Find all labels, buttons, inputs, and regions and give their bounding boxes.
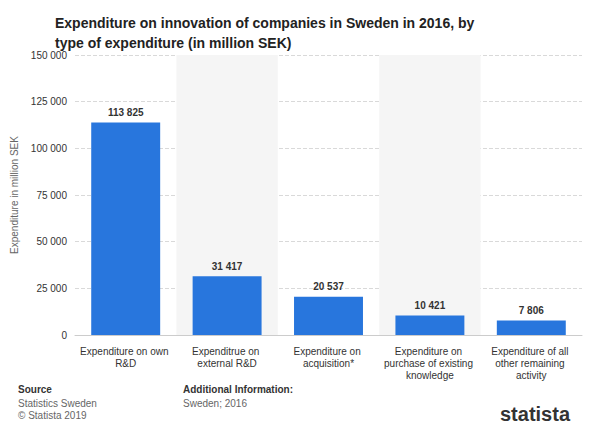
svg-text:© Statista 2019: © Statista 2019: [18, 410, 87, 421]
svg-text:150 000: 150 000: [31, 50, 68, 61]
svg-text:external R&D: external R&D: [197, 358, 256, 369]
svg-text:activity: activity: [516, 370, 547, 381]
svg-text:Sweden; 2016: Sweden; 2016: [183, 398, 247, 409]
svg-text:25 000: 25 000: [36, 283, 67, 294]
svg-text:Expenditure of all: Expenditure of all: [491, 346, 571, 357]
svg-text:type of expenditure (in millio: type of expenditure (in million SEK): [55, 35, 291, 51]
svg-text:Expenditure in million SEK: Expenditure in million SEK: [9, 136, 20, 254]
svg-text:113 825: 113 825: [108, 107, 144, 118]
svg-text:Expenditure on innovation of c: Expenditure on innovation of companies i…: [55, 15, 478, 31]
svg-text:Expenditure on own: Expenditure on own: [80, 346, 171, 357]
svg-text:125 000: 125 000: [31, 96, 68, 107]
svg-text:100 000: 100 000: [31, 143, 68, 154]
svg-text:other remaining: other remaining: [495, 358, 567, 369]
svg-text:knowledge: knowledge: [406, 370, 454, 381]
svg-text:0: 0: [61, 330, 67, 341]
svg-text:50 000: 50 000: [36, 236, 67, 247]
svg-text:Expenditure on: Expenditure on: [395, 346, 465, 357]
svg-text:Source: Source: [18, 384, 52, 395]
svg-text:acquisition*: acquisition*: [303, 358, 354, 369]
svg-text:Expenditrue on: Expenditrue on: [192, 346, 262, 357]
svg-text:purchase of existing: purchase of existing: [384, 358, 476, 369]
svg-text:20 537: 20 537: [313, 281, 344, 292]
svg-text:statista: statista: [500, 403, 571, 425]
svg-text:Additional Information:: Additional Information:: [183, 384, 293, 395]
svg-text:R&D: R&D: [115, 358, 136, 369]
svg-text:Statistics Sweden: Statistics Sweden: [18, 398, 97, 409]
svg-text:31 417: 31 417: [212, 261, 243, 272]
svg-text:Expenditure on: Expenditure on: [293, 346, 363, 357]
svg-text:75 000: 75 000: [36, 190, 67, 201]
svg-text:10 421: 10 421: [415, 300, 446, 311]
svg-text:7 806: 7 806: [519, 305, 544, 316]
